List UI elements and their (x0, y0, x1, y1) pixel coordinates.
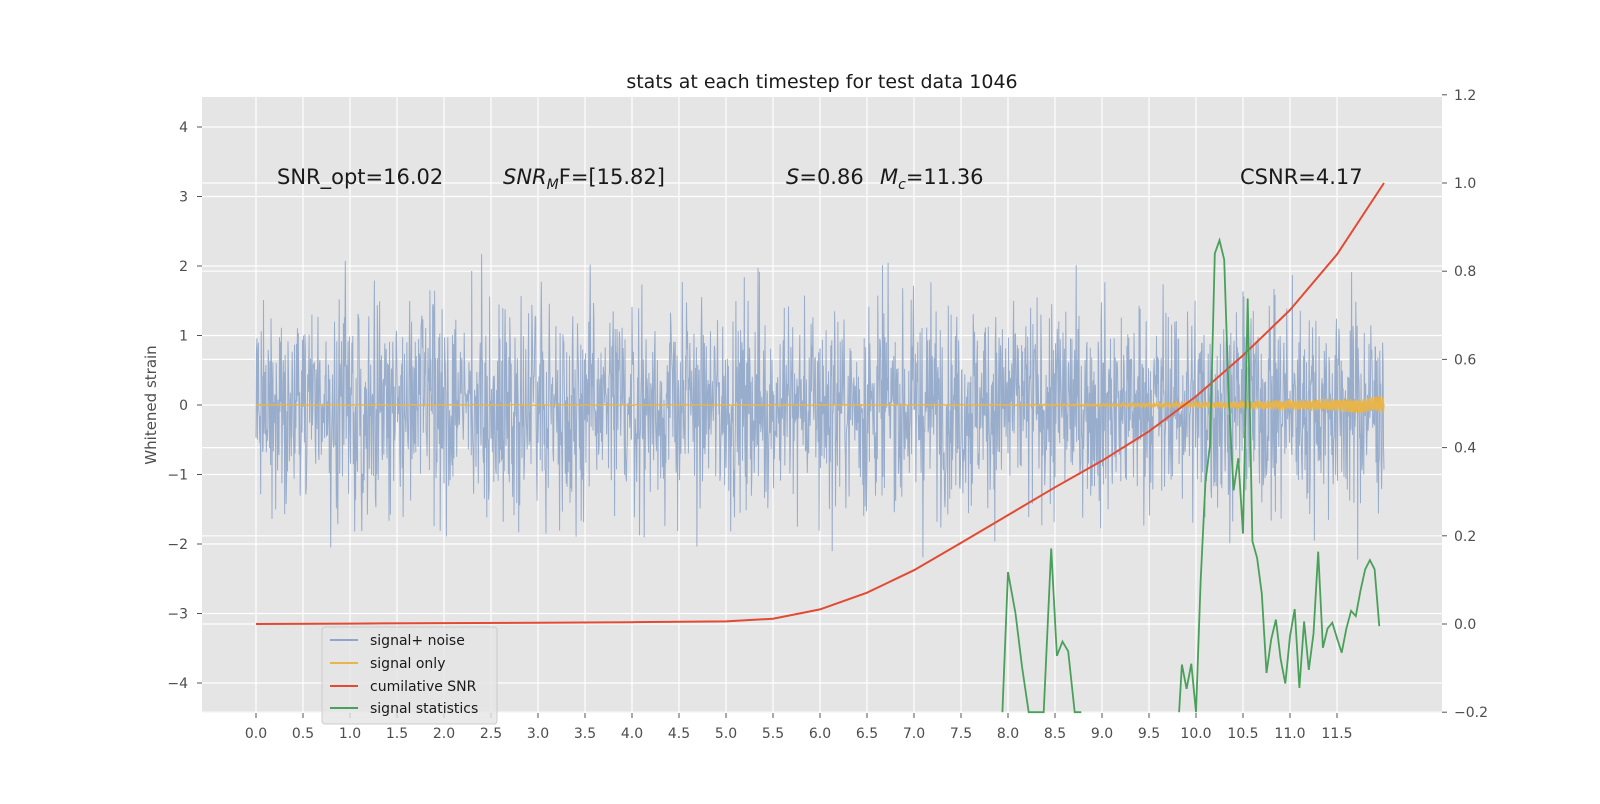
x-tick-label: 8.0 (997, 726, 1019, 742)
signal-statistics-series (1001, 237, 1381, 714)
x-tick-label: 0.5 (292, 726, 314, 742)
legend-box (321, 626, 498, 725)
x-tick-label: 4.5 (668, 726, 690, 742)
x-tick-label: 6.5 (856, 726, 878, 742)
x-tick-label: 11.0 (1274, 726, 1305, 742)
y2-tick-label: 1.2 (1454, 88, 1476, 104)
y-tick-label: 0 (179, 398, 188, 414)
y-tick-label: −1 (167, 468, 188, 484)
x-tick-label: 10.0 (1180, 726, 1211, 742)
cumulative-snr-line (255, 182, 1385, 625)
x-tick-label: 5.5 (762, 726, 784, 742)
x-axis: 0.0 0.5 1.0 1.5 2.0 2.5 3.0 3.5 4.0 4.5 5.0 5.5 6.0 6… (245, 713, 1353, 742)
x-tick-label: 2.5 (480, 726, 502, 742)
signal-statistics-line (1001, 237, 1381, 714)
y-tick-label: 1 (179, 329, 188, 345)
annotation-s: S=0.86 (786, 165, 864, 189)
y-tick-label: −4 (167, 676, 188, 692)
legend-label-cumulative: cumilative SNR (370, 679, 477, 695)
y2-tick-label: 1.0 (1454, 176, 1476, 192)
x-tick-label: 7.5 (950, 726, 972, 742)
x-tick-label: 9.0 (1091, 726, 1113, 742)
annotation-snr-opt: SNR_opt=16.02 (277, 165, 443, 190)
y-tick-label: 4 (179, 120, 188, 136)
y-axis-right: 1.2 1.0 0.8 0.6 0.4 0.2 0.0 −0.2 (1442, 88, 1488, 721)
annotation-csnr: CSNR=4.17 (1240, 165, 1363, 189)
x-tick-label: 2.0 (433, 726, 455, 742)
x-tick-label: 5.0 (715, 726, 737, 742)
signal-only-series (256, 396, 1385, 413)
y2-tick-label: −0.2 (1454, 705, 1488, 721)
legend-label-noise: signal+ noise (370, 633, 465, 649)
y-tick-label: 3 (179, 190, 188, 206)
y2-tick-label: 0.2 (1454, 529, 1476, 545)
y-tick-label: −2 (167, 537, 188, 553)
x-tick-label: 3.0 (527, 726, 549, 742)
x-tick-label: 1.0 (339, 726, 361, 742)
x-tick-label: 4.0 (621, 726, 643, 742)
signal-only-line (256, 396, 1385, 413)
x-tick-label: 7.0 (903, 726, 925, 742)
y-axis-label: Whitened strain (142, 345, 160, 464)
annotation-snr-mf: SNRMF=[15.82] (503, 165, 665, 193)
chart-title: stats at each timestep for test data 104… (626, 71, 1017, 93)
x-tick-label: 9.5 (1138, 726, 1160, 742)
legend: signal+ noise signal only cumilative SNR… (321, 626, 498, 725)
cumulative-snr-series (255, 182, 1385, 625)
x-tick-label: 11.5 (1321, 726, 1352, 742)
x-tick-label: 6.0 (809, 726, 831, 742)
y-axis-left: 4 3 2 1 0 −1 −2 −3 −4 (167, 120, 202, 692)
x-tick-label: 3.5 (574, 726, 596, 742)
y2-tick-label: 0.8 (1454, 264, 1476, 280)
x-tick-label: 8.5 (1044, 726, 1066, 742)
x-tick-label: 0.0 (245, 726, 267, 742)
annotations: SNR_opt=16.02 SNRMF=[15.82] S=0.86 Mc=11… (277, 165, 1363, 193)
y2-tick-label: 0.4 (1454, 441, 1476, 457)
annotation-mc: Mc=11.36 (880, 165, 984, 193)
legend-label-statistics: signal statistics (370, 701, 478, 717)
y-tick-label: 2 (179, 259, 188, 275)
y-tick-label: −3 (167, 607, 188, 623)
legend-label-signal: signal only (370, 656, 445, 672)
x-tick-label: 1.5 (386, 726, 408, 742)
y2-tick-label: 0.6 (1454, 352, 1476, 368)
x-tick-label: 10.5 (1227, 726, 1258, 742)
y2-tick-label: 0.0 (1454, 617, 1476, 633)
